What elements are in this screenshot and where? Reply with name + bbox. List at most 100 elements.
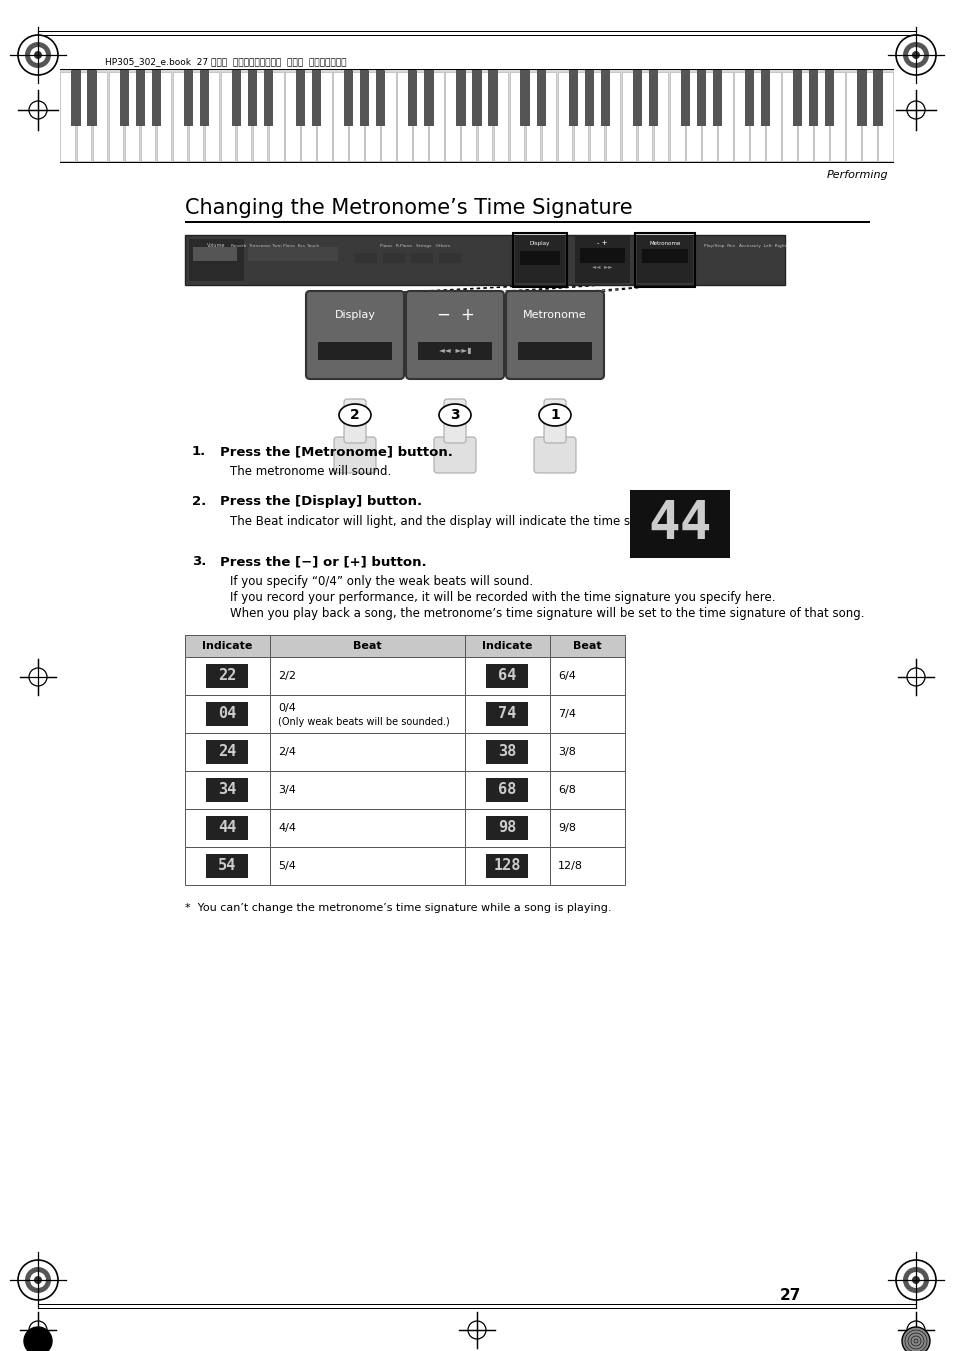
Bar: [718, 72, 732, 161]
Bar: [76, 72, 91, 161]
Text: 2/2: 2/2: [277, 671, 295, 681]
Bar: [629, 490, 729, 558]
Text: Accessory  Left  Right: Accessory Left Right: [739, 245, 786, 249]
Bar: [734, 72, 748, 161]
Bar: [648, 70, 658, 126]
Text: 54: 54: [218, 858, 236, 874]
Bar: [185, 847, 270, 885]
Circle shape: [901, 1327, 929, 1351]
Bar: [109, 72, 123, 161]
Bar: [486, 854, 528, 878]
Text: 44: 44: [648, 499, 711, 550]
Bar: [152, 70, 161, 126]
Bar: [486, 663, 528, 688]
Text: 3/8: 3/8: [558, 747, 576, 757]
Circle shape: [24, 1327, 52, 1351]
Bar: [185, 771, 270, 809]
Bar: [781, 72, 796, 161]
Text: 34: 34: [218, 782, 236, 797]
FancyBboxPatch shape: [306, 290, 403, 380]
Text: 4/4: 4/4: [277, 823, 295, 834]
Bar: [464, 809, 550, 847]
Bar: [550, 734, 624, 771]
Circle shape: [895, 1260, 935, 1300]
Text: When you play back a song, the metronome’s time signature will be set to the tim: When you play back a song, the metronome…: [230, 607, 863, 620]
Bar: [829, 72, 844, 161]
Bar: [584, 70, 594, 126]
Bar: [464, 847, 550, 885]
Bar: [696, 70, 705, 126]
Bar: [381, 72, 395, 161]
Bar: [359, 70, 369, 126]
Text: HP305_302_e.book  27 ページ  ２０１０年１月５日  火曜日  午後１２時２分: HP305_302_e.book 27 ページ ２０１０年１月５日 火曜日 午後…: [105, 58, 346, 66]
FancyBboxPatch shape: [406, 290, 503, 380]
Bar: [669, 72, 684, 161]
Bar: [269, 72, 283, 161]
Bar: [156, 72, 172, 161]
Text: 1: 1: [550, 408, 559, 422]
Bar: [193, 247, 236, 261]
Text: Press the [Metronome] button.: Press the [Metronome] button.: [220, 444, 453, 458]
Bar: [60, 72, 75, 161]
Bar: [519, 251, 559, 265]
Text: 44: 44: [218, 820, 236, 835]
Text: 128: 128: [494, 858, 520, 874]
Bar: [464, 635, 550, 657]
Bar: [637, 235, 692, 282]
Circle shape: [906, 667, 924, 686]
Bar: [206, 854, 248, 878]
Bar: [92, 72, 107, 161]
FancyBboxPatch shape: [434, 436, 476, 473]
Text: 04: 04: [218, 707, 236, 721]
Ellipse shape: [338, 404, 371, 426]
Bar: [253, 72, 267, 161]
Text: If you specify “0/4” only the weak beats will sound.: If you specify “0/4” only the weak beats…: [230, 576, 533, 588]
Text: 0/4: 0/4: [277, 704, 295, 713]
Bar: [464, 771, 550, 809]
Circle shape: [29, 1321, 47, 1339]
Text: Beat: Beat: [573, 640, 601, 651]
Bar: [486, 778, 528, 802]
Text: 6/8: 6/8: [558, 785, 576, 794]
Text: 12/8: 12/8: [558, 861, 582, 871]
Bar: [185, 694, 270, 734]
Bar: [765, 72, 780, 161]
Circle shape: [18, 1260, 58, 1300]
Bar: [185, 657, 270, 694]
Text: 2: 2: [350, 408, 359, 422]
Bar: [438, 253, 460, 263]
Bar: [413, 72, 428, 161]
Bar: [600, 70, 609, 126]
Circle shape: [30, 47, 46, 63]
Bar: [550, 809, 624, 847]
FancyBboxPatch shape: [534, 436, 576, 473]
Bar: [653, 72, 668, 161]
Bar: [270, 809, 464, 847]
Bar: [550, 635, 624, 657]
Bar: [632, 70, 641, 126]
Text: Metronome: Metronome: [649, 240, 680, 246]
Bar: [638, 72, 652, 161]
Bar: [264, 70, 273, 126]
Bar: [184, 70, 193, 126]
Bar: [236, 72, 252, 161]
Circle shape: [34, 51, 42, 59]
Bar: [429, 72, 443, 161]
Text: 2.: 2.: [192, 494, 206, 508]
Bar: [701, 72, 716, 161]
Bar: [550, 847, 624, 885]
Bar: [189, 239, 244, 281]
Circle shape: [18, 35, 58, 76]
Text: 6/4: 6/4: [558, 671, 576, 681]
Bar: [685, 72, 700, 161]
Bar: [517, 342, 592, 359]
Text: 38: 38: [497, 744, 517, 759]
Bar: [486, 740, 528, 765]
Bar: [205, 72, 219, 161]
Bar: [568, 70, 578, 126]
Bar: [536, 70, 545, 126]
Bar: [515, 235, 564, 282]
Bar: [316, 72, 332, 161]
Circle shape: [907, 47, 923, 63]
Text: 98: 98: [497, 820, 517, 835]
